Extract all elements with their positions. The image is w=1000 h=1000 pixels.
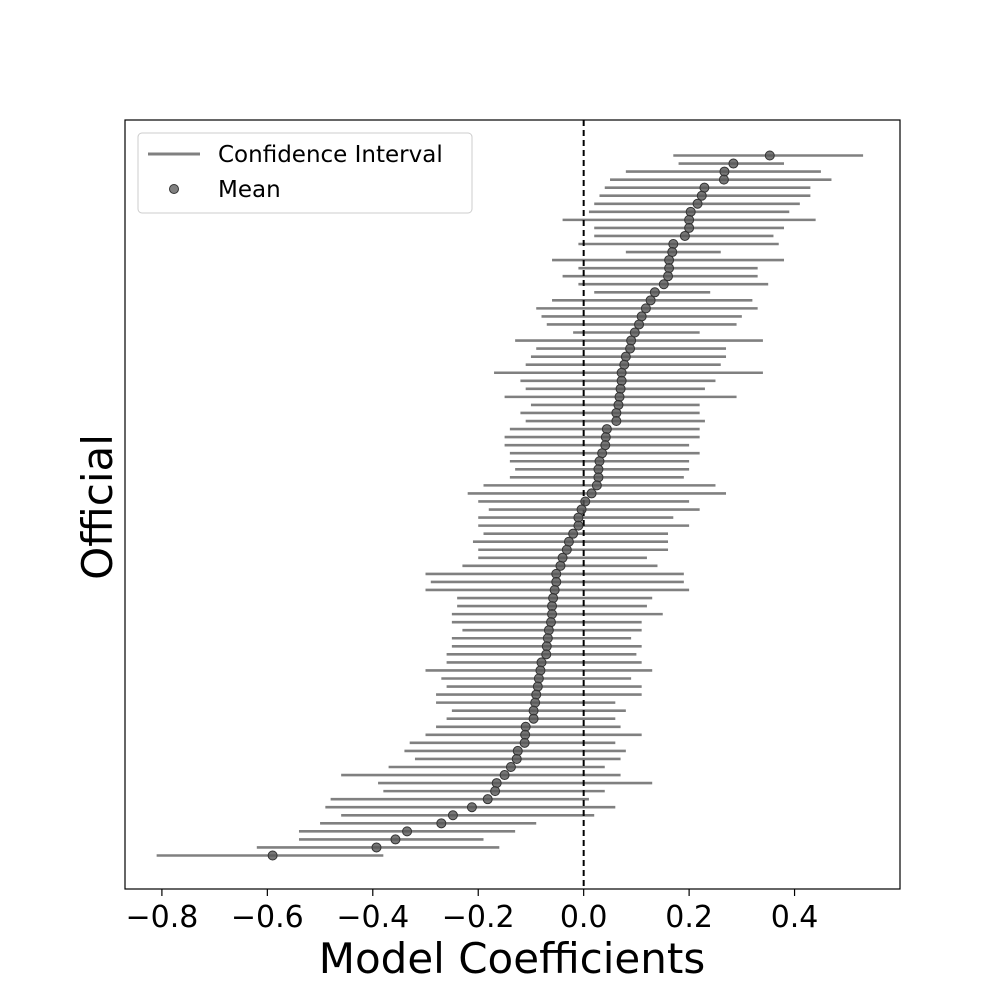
mean-point — [563, 536, 574, 547]
mean-point — [679, 230, 690, 241]
mean-point — [490, 786, 501, 797]
mean-point — [593, 472, 604, 483]
mean-point — [548, 593, 559, 604]
mean-point — [371, 842, 382, 853]
mean-point — [594, 456, 605, 467]
x-tick-label: 0.2 — [665, 900, 713, 935]
x-axis-title: Model Coefficients — [319, 934, 706, 983]
x-tick-label: −0.4 — [336, 900, 409, 935]
mean-point — [545, 617, 556, 628]
mean-point — [528, 713, 539, 724]
mean-point — [533, 673, 544, 684]
x-axis: −0.8 −0.6 −0.4 −0.2 0.0 0.2 0.4 — [125, 889, 818, 935]
mean-point — [512, 745, 523, 756]
mean-point — [541, 649, 552, 660]
mean-point — [531, 689, 542, 700]
legend: Confidence Interval Mean — [137, 132, 473, 214]
mean-point — [536, 657, 547, 668]
mean-point — [764, 150, 775, 161]
mean-point — [402, 826, 413, 837]
mean-point — [573, 520, 584, 531]
mean-point — [616, 375, 627, 386]
mean-point — [482, 794, 493, 805]
mean-point — [658, 279, 669, 290]
mean-point — [684, 222, 695, 233]
x-tick-label: −0.8 — [125, 900, 198, 935]
mean-point — [611, 416, 622, 427]
mean-point — [615, 383, 626, 394]
mean-point — [685, 206, 696, 217]
mean-point — [551, 576, 562, 587]
mean-point — [620, 351, 631, 362]
mean-point — [668, 239, 679, 250]
mean-point — [519, 737, 530, 748]
mean-point — [491, 778, 502, 789]
mean-point — [634, 319, 645, 330]
mean-point — [613, 399, 624, 410]
mean-point — [532, 681, 543, 692]
mean-point — [645, 295, 656, 306]
mean-point — [601, 424, 612, 435]
mean-point — [561, 544, 572, 555]
mean-point — [580, 496, 591, 507]
mean-point — [390, 834, 401, 845]
axes-frame — [124, 119, 901, 890]
mean-point — [543, 625, 554, 636]
x-tick-label: 0.0 — [560, 900, 608, 935]
mean-point — [549, 584, 560, 595]
legend-mean-swatch — [169, 184, 179, 194]
mean-point — [614, 391, 625, 402]
mean-point — [511, 753, 522, 764]
mean-point — [663, 271, 674, 282]
mean-point — [557, 552, 568, 563]
mean-point — [568, 528, 579, 539]
x-tick-label: 0.4 — [771, 900, 819, 935]
mean-point — [625, 343, 636, 354]
mean-point — [728, 158, 739, 169]
mean-point — [692, 198, 703, 209]
mean-point — [591, 480, 602, 491]
mean-point — [447, 810, 458, 821]
mean-point — [505, 761, 516, 772]
y-axis-title: Official — [73, 434, 122, 580]
x-tick-label: −0.6 — [231, 900, 304, 935]
legend-interval-label: Confidence Interval — [218, 142, 443, 168]
legend-box — [137, 132, 473, 214]
mean-point — [530, 697, 541, 708]
mean-point — [629, 327, 640, 338]
mean-point — [542, 633, 553, 644]
legend-mean-label: Mean — [218, 177, 281, 203]
x-tick-label: −0.2 — [442, 900, 515, 935]
mean-point — [535, 665, 546, 676]
mean-point — [626, 335, 637, 346]
plot-marks — [156, 120, 864, 889]
mean-point — [586, 488, 597, 499]
mean-point — [696, 190, 707, 201]
mean-point — [499, 770, 510, 781]
mean-point — [555, 560, 566, 571]
mean-point — [664, 263, 675, 274]
mean-point — [547, 609, 558, 620]
mean-point — [436, 818, 447, 829]
mean-point — [718, 174, 729, 185]
mean-point — [466, 802, 477, 813]
mean-point — [640, 303, 651, 314]
mean-point — [649, 287, 660, 298]
mean-point — [267, 850, 278, 861]
